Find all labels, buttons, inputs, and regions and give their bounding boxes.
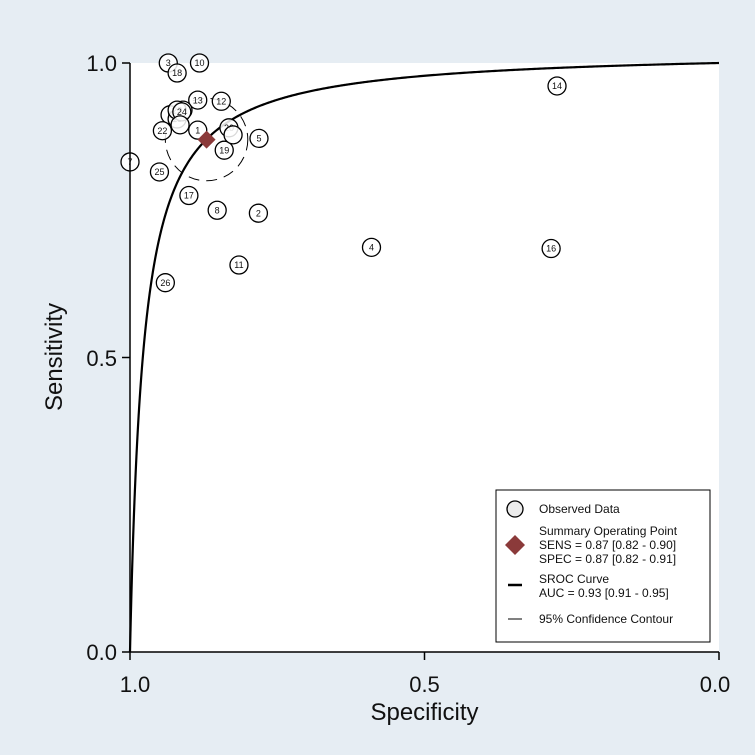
- observed-point: 17: [179, 185, 199, 206]
- observed-point-label: 8: [215, 205, 220, 215]
- sroc-curve: [128, 61, 720, 652]
- observed-point-marker: [361, 237, 382, 258]
- legend-contour-label: 95% Confidence Contour: [539, 612, 673, 626]
- observed-point-marker: [229, 255, 249, 275]
- observed-point-marker: [152, 121, 173, 141]
- x-tick-label: 1.0: [120, 672, 151, 697]
- legend-summary-title: Summary Operating Point: [539, 524, 678, 538]
- observed-point-marker: [188, 90, 208, 110]
- observed-point: 19: [214, 140, 234, 160]
- y-axis-title: Sensitivity: [41, 303, 68, 411]
- legend-box: [495, 489, 711, 643]
- observed-point: 2: [248, 203, 269, 223]
- legend-sroc-auc: AUC = 0.93 [0.91 - 0.95]: [539, 586, 669, 600]
- observed-point-label: 12: [216, 96, 226, 106]
- observed-point-marker: [179, 185, 199, 206]
- observed-point-marker: [249, 128, 269, 149]
- legend-summary-marker: [505, 535, 525, 555]
- observed-point: 26: [155, 273, 175, 293]
- observed-point-label: 19: [219, 145, 229, 155]
- observed-point: 13: [188, 90, 208, 110]
- y-tick-label: 1.0: [86, 51, 117, 76]
- observed-point: 22: [152, 121, 173, 141]
- observed-point-marker: [188, 120, 208, 140]
- observed-point-label: 2: [256, 208, 261, 218]
- observed-point-marker: [170, 115, 190, 135]
- y-tick-label: 0.0: [86, 640, 117, 665]
- observed-point-label: 25: [154, 167, 164, 177]
- observed-point-marker: [149, 162, 170, 182]
- x-axis-title: Specificity: [370, 699, 478, 726]
- legend-observed-marker: [506, 500, 524, 518]
- observed-point: 14: [547, 76, 567, 96]
- observed-point-marker: [223, 125, 243, 145]
- observed-point: 16: [541, 238, 561, 259]
- legend-summary-sens: SENS = 0.87 [0.82 - 0.90]: [539, 538, 676, 552]
- observed-point-marker: [547, 76, 567, 96]
- sroc-curve-layer: [128, 61, 720, 652]
- observed-point: 8: [207, 200, 227, 220]
- observed-point-label: 22: [157, 126, 167, 136]
- observed-point-label: 10: [194, 58, 204, 68]
- legend-summary-spec: SPEC = 0.87 [0.82 - 0.91]: [539, 552, 676, 566]
- x-tick-label: 0.0: [700, 672, 731, 697]
- summary-point-layer: [197, 130, 216, 149]
- observed-point-label: 3: [166, 58, 171, 68]
- observed-point-label: 13: [193, 95, 203, 105]
- observed-point-marker: [189, 53, 210, 73]
- observed-point-marker: [155, 273, 175, 293]
- observed-point: 10: [189, 53, 210, 73]
- legend-observed-label: Observed Data: [539, 502, 620, 516]
- observed-point-label: 5: [256, 134, 261, 144]
- observed-point: 4: [361, 237, 382, 258]
- observed-point-label: 11: [234, 260, 243, 270]
- observed-point: 11: [229, 255, 249, 275]
- observed-point-marker: [211, 91, 231, 111]
- observed-point-marker: [248, 203, 269, 223]
- observed-point-label: 1: [195, 125, 200, 135]
- observed-point: [223, 125, 243, 145]
- observed-point: 5: [249, 128, 269, 149]
- legend-sroc-title: SROC Curve: [539, 572, 609, 586]
- observed-point-label: 24: [177, 107, 187, 117]
- legend: Observed Data Summary Operating Point SE…: [495, 489, 711, 643]
- summary-operating-point: [197, 130, 216, 149]
- observed-point-label: 14: [552, 81, 562, 91]
- observed-point-label: 17: [184, 191, 194, 201]
- observed-point: [170, 115, 190, 135]
- observed-point: 1: [188, 120, 208, 140]
- observed-point-marker: [541, 238, 561, 259]
- y-tick-label: 0.5: [86, 346, 117, 371]
- observed-point-label: 16: [546, 244, 556, 254]
- observed-point: 25: [149, 162, 170, 182]
- observed-point-marker: [214, 140, 234, 160]
- observed-point-label: 18: [172, 68, 182, 78]
- x-tick-label: 0.5: [409, 672, 440, 697]
- observed-point: 18: [167, 63, 187, 83]
- observed-point-marker: [167, 63, 187, 83]
- observed-point-label: 26: [160, 278, 170, 288]
- observed-point: 12: [211, 91, 231, 111]
- observed-point-label: 4: [369, 243, 374, 253]
- observed-point-marker: [207, 200, 227, 220]
